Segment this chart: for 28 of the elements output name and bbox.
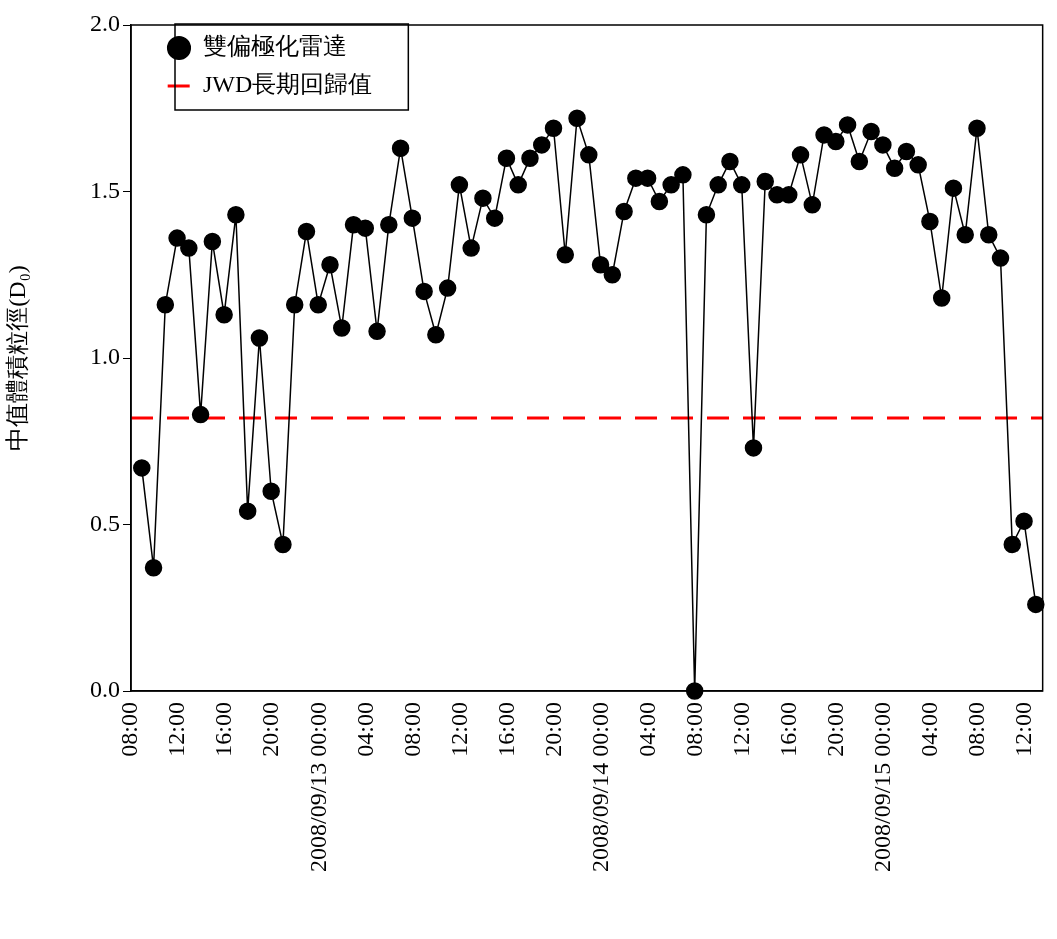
x-tick-label: 04:00 — [633, 702, 660, 757]
x-tick-label: 16:00 — [210, 702, 237, 757]
legend-label: JWD長期回歸值 — [203, 71, 373, 98]
y-tick-label: 1.0 — [90, 343, 120, 370]
x-tick-label: 20:00 — [539, 702, 566, 757]
x-tick-label: 2008/09/15 00:00 — [869, 702, 896, 873]
x-tick-label: 08:00 — [398, 702, 425, 757]
y-tick-label: 2.0 — [90, 10, 120, 37]
y-tick-label: 0.0 — [90, 676, 120, 703]
x-tick-label: 16:00 — [492, 702, 519, 757]
x-tick-label: 20:00 — [257, 702, 284, 757]
x-tick-label: 12:00 — [163, 702, 190, 757]
x-tick-label: 04:00 — [916, 702, 943, 757]
x-tick-label: 12:00 — [1010, 702, 1037, 757]
x-tick-label: 2008/09/14 00:00 — [586, 702, 613, 873]
x-tick-label: 20:00 — [822, 702, 849, 757]
x-tick-label: 12:00 — [727, 702, 754, 757]
x-tick-label: 08:00 — [116, 702, 143, 757]
y-tick-label: 0.5 — [90, 509, 120, 536]
legend-label: 雙偏極化雷達 — [203, 33, 347, 60]
y-axis-title: 中值體積粒徑(D₀) — [3, 265, 30, 451]
x-tick-label: 08:00 — [680, 702, 707, 757]
y-tick-label: 1.5 — [90, 176, 120, 203]
x-tick-label: 08:00 — [963, 702, 990, 757]
x-tick-label: 16:00 — [775, 702, 802, 757]
x-tick-label: 04:00 — [351, 702, 378, 757]
x-tick-label: 2008/09/13 00:00 — [304, 702, 331, 873]
x-tick-label: 12:00 — [445, 702, 472, 757]
